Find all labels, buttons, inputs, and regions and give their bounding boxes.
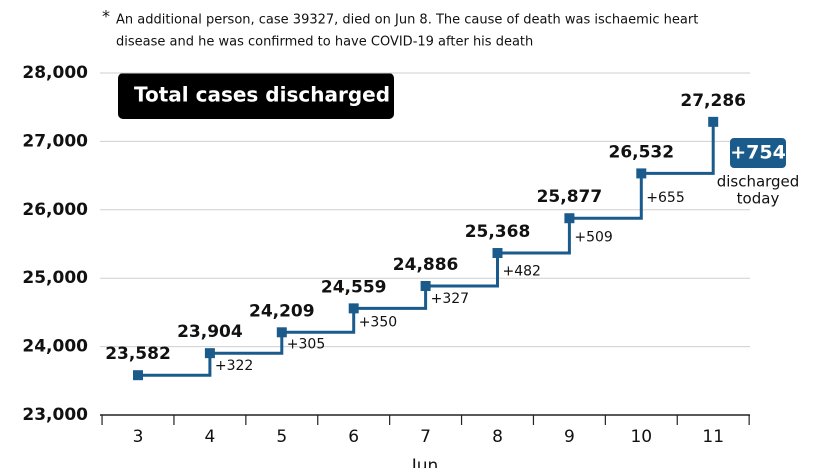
x-tick-label: 9 (564, 427, 575, 447)
step-label: +327 (431, 291, 469, 307)
y-tick-label: 27,000 (22, 131, 88, 151)
x-tick-label: 3 (133, 427, 144, 447)
step-label: +655 (646, 190, 684, 206)
step-label: +322 (215, 358, 253, 374)
value-label: 27,286 (680, 91, 746, 111)
x-tick-label: 10 (630, 427, 652, 447)
value-label: 24,559 (321, 277, 387, 297)
x-tick-label: 11 (702, 427, 724, 447)
highlight-box (730, 138, 786, 168)
y-tick-label: 23,000 (22, 405, 88, 425)
point (708, 116, 719, 127)
x-tick-label: 4 (204, 427, 215, 447)
point (564, 213, 575, 224)
highlight-caption: today (737, 190, 780, 208)
point (348, 303, 359, 314)
step-label: +509 (574, 230, 612, 246)
title-box (118, 73, 394, 119)
point (204, 348, 215, 359)
x-tick-label: 5 (276, 427, 287, 447)
footnote-line: disease and he was confirmed to have COV… (116, 35, 533, 50)
highlight: +754 (730, 142, 786, 164)
y-tick-label: 25,000 (22, 268, 88, 288)
point (636, 168, 647, 179)
footnote-line: An additional person, case 39327, died o… (116, 13, 698, 28)
point (276, 327, 287, 338)
value-label: 25,368 (465, 222, 531, 242)
chart-title: Total cases discharged (134, 83, 390, 107)
y-tick-label: 26,000 (22, 200, 88, 220)
highlight-caption: discharged (717, 173, 800, 191)
value-label: 24,886 (393, 255, 459, 275)
y-tick-label: 28,000 (22, 63, 88, 83)
point (133, 370, 143, 381)
x-axis-label: Jun (411, 456, 439, 468)
point (492, 248, 503, 259)
value-label: 25,877 (537, 187, 603, 207)
x-tick-label: 7 (420, 427, 431, 447)
value-label: 23,904 (177, 322, 243, 342)
point (420, 280, 431, 291)
y-tick-label: 24,000 (22, 337, 88, 357)
value-label: 26,532 (608, 142, 674, 162)
value-label: 23,582 (105, 344, 171, 364)
footnote-mark: * (102, 7, 110, 26)
x-tick-label: 6 (348, 427, 359, 447)
value-label: 24,209 (249, 301, 315, 321)
x-tick-label: 8 (492, 427, 503, 447)
step-label: +305 (287, 337, 325, 353)
step-label: +482 (503, 264, 541, 280)
step-label: +350 (359, 314, 397, 330)
